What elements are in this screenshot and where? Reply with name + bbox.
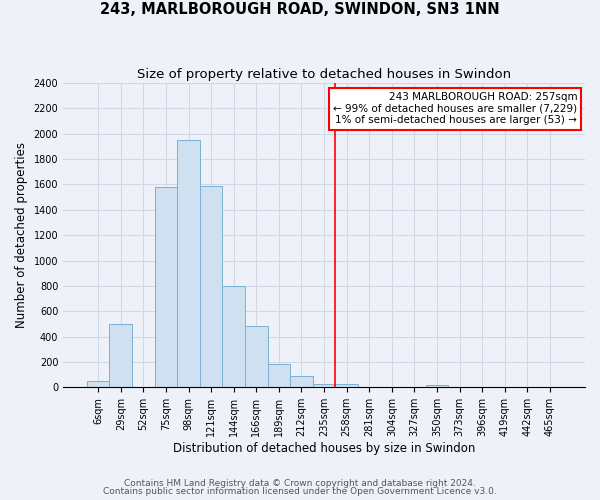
Bar: [200, 186, 223, 388]
Bar: [245, 326, 268, 388]
Bar: [87, 381, 109, 388]
Bar: [268, 364, 290, 388]
Bar: [313, 384, 335, 388]
Bar: [177, 140, 200, 388]
Text: 243 MARLBOROUGH ROAD: 257sqm
← 99% of detached houses are smaller (7,229)
1% of : 243 MARLBOROUGH ROAD: 257sqm ← 99% of de…: [333, 92, 577, 126]
Text: Contains public sector information licensed under the Open Government Licence v3: Contains public sector information licen…: [103, 487, 497, 496]
Y-axis label: Number of detached properties: Number of detached properties: [15, 142, 28, 328]
Bar: [223, 286, 245, 388]
Text: 243, MARLBOROUGH ROAD, SWINDON, SN3 1NN: 243, MARLBOROUGH ROAD, SWINDON, SN3 1NN: [100, 2, 500, 18]
Text: Contains HM Land Registry data © Crown copyright and database right 2024.: Contains HM Land Registry data © Crown c…: [124, 479, 476, 488]
Bar: [335, 384, 358, 388]
X-axis label: Distribution of detached houses by size in Swindon: Distribution of detached houses by size …: [173, 442, 475, 455]
Bar: [426, 385, 448, 388]
Bar: [155, 187, 177, 388]
Bar: [109, 324, 132, 388]
Bar: [290, 376, 313, 388]
Title: Size of property relative to detached houses in Swindon: Size of property relative to detached ho…: [137, 68, 511, 80]
